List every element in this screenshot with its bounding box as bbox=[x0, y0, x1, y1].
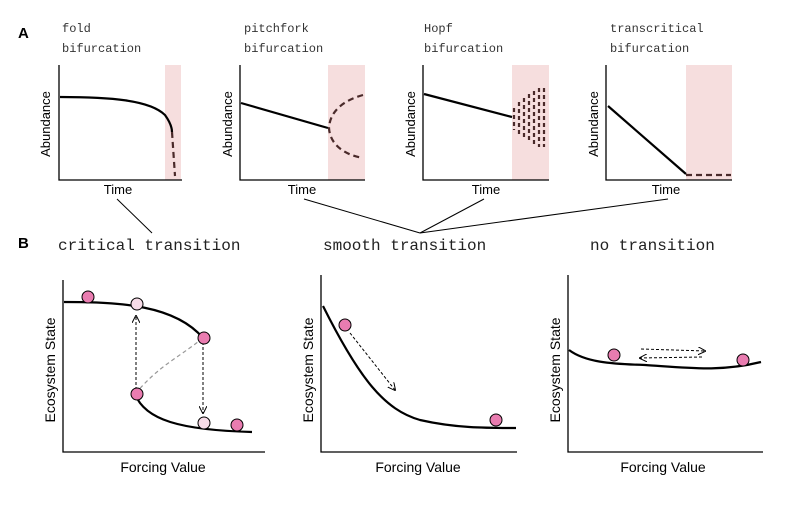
oscillation-dashes bbox=[512, 88, 546, 147]
connector-hopf-to-smooth bbox=[419, 198, 485, 234]
y-axis-label: Ecosystem State bbox=[300, 317, 316, 422]
tipping-region-shade bbox=[512, 65, 549, 180]
x-axis-label: Forcing Value bbox=[120, 459, 206, 475]
smooth-transition-plot: Forcing Value Ecosystem State bbox=[300, 275, 517, 475]
no-transition-plot: Forcing Value Ecosystem State bbox=[547, 275, 763, 475]
x-axis-label: Time bbox=[652, 182, 680, 197]
state-ball-faded bbox=[130, 297, 144, 311]
axes bbox=[320, 275, 517, 453]
plot-title-line2: bifurcation bbox=[62, 42, 141, 56]
hopf-bifurcation-plot: Hopf bifurcation Time Abundance bbox=[403, 22, 549, 197]
tipping-region-shade bbox=[165, 65, 181, 180]
x-axis-label: Time bbox=[104, 182, 132, 197]
critical-transition-title: critical transition bbox=[58, 237, 240, 255]
plot-title-line2: bifurcation bbox=[244, 42, 323, 56]
plot-title-line1: fold bbox=[62, 22, 91, 36]
fold-bifurcation-plot: fold bifurcation Time Abundance bbox=[38, 22, 182, 197]
connector-lines bbox=[116, 198, 669, 234]
state-ball bbox=[197, 331, 211, 345]
tipping-region-shade bbox=[328, 65, 365, 180]
y-axis-label: Abundance bbox=[38, 91, 53, 157]
stable-branch-curve bbox=[607, 105, 687, 175]
state-ball bbox=[130, 387, 144, 401]
plot-title-line2: bifurcation bbox=[424, 42, 503, 56]
equilibrium-curve bbox=[568, 349, 762, 370]
axes bbox=[605, 65, 732, 181]
state-ball-faded bbox=[197, 416, 211, 430]
no-transition-title: no transition bbox=[590, 237, 715, 255]
plot-title-line2: bifurcation bbox=[610, 42, 689, 56]
pitchfork-bifurcation-plot: pitchfork bifurcation Time Abundance bbox=[220, 22, 365, 197]
x-axis-label: Time bbox=[288, 182, 316, 197]
unstable-branch bbox=[134, 337, 204, 395]
connector-transcritical-to-smooth bbox=[419, 198, 669, 234]
upper-stable-branch bbox=[63, 300, 204, 339]
transcritical-bifurcation-plot: transcritical bifurcation Time Abundance bbox=[586, 22, 732, 197]
plot-title-line1: pitchfork bbox=[244, 22, 309, 36]
connector-fold-to-critical bbox=[116, 198, 153, 234]
axes bbox=[58, 65, 182, 181]
stable-branch-curve bbox=[240, 101, 329, 130]
tipping-region-shade bbox=[686, 65, 732, 180]
equilibrium-curve bbox=[322, 305, 517, 430]
y-axis-label: Ecosystem State bbox=[42, 317, 58, 422]
state-ball bbox=[736, 353, 750, 367]
axes bbox=[567, 275, 763, 453]
state-ball bbox=[230, 418, 244, 432]
y-axis-label: Ecosystem State bbox=[547, 317, 563, 422]
drift-arrow bbox=[349, 332, 395, 390]
forward-arrow bbox=[640, 349, 705, 351]
smooth-transition-title: smooth transition bbox=[323, 237, 486, 255]
state-ball bbox=[489, 413, 503, 427]
state-ball bbox=[607, 348, 621, 362]
y-axis-label: Abundance bbox=[220, 91, 235, 157]
stable-branch-curve bbox=[423, 92, 513, 119]
collapse-dashed-curve bbox=[170, 131, 177, 177]
state-ball bbox=[81, 290, 95, 304]
split-branches-dashed bbox=[327, 93, 364, 160]
critical-transition-plot: Forcing Value Ecosystem State bbox=[42, 280, 265, 475]
plot-title-line1: transcritical bbox=[610, 22, 704, 36]
axes bbox=[422, 65, 549, 181]
lower-stable-branch bbox=[133, 393, 253, 434]
y-axis-label: Abundance bbox=[403, 91, 418, 157]
backward-arrow bbox=[640, 357, 703, 358]
plot-title-line1: Hopf bbox=[424, 22, 453, 36]
x-axis-label: Time bbox=[472, 182, 500, 197]
x-axis-label: Forcing Value bbox=[375, 459, 461, 475]
y-axis-label: Abundance bbox=[586, 91, 601, 157]
connector-pitchfork-to-smooth bbox=[303, 198, 421, 234]
x-axis-label: Forcing Value bbox=[620, 459, 706, 475]
state-ball bbox=[338, 318, 352, 332]
stable-branch-curve bbox=[59, 95, 174, 133]
axes bbox=[239, 65, 365, 181]
axes bbox=[62, 280, 265, 453]
panel-b-letter: B bbox=[18, 235, 29, 252]
panel-a-letter: A bbox=[18, 25, 29, 42]
